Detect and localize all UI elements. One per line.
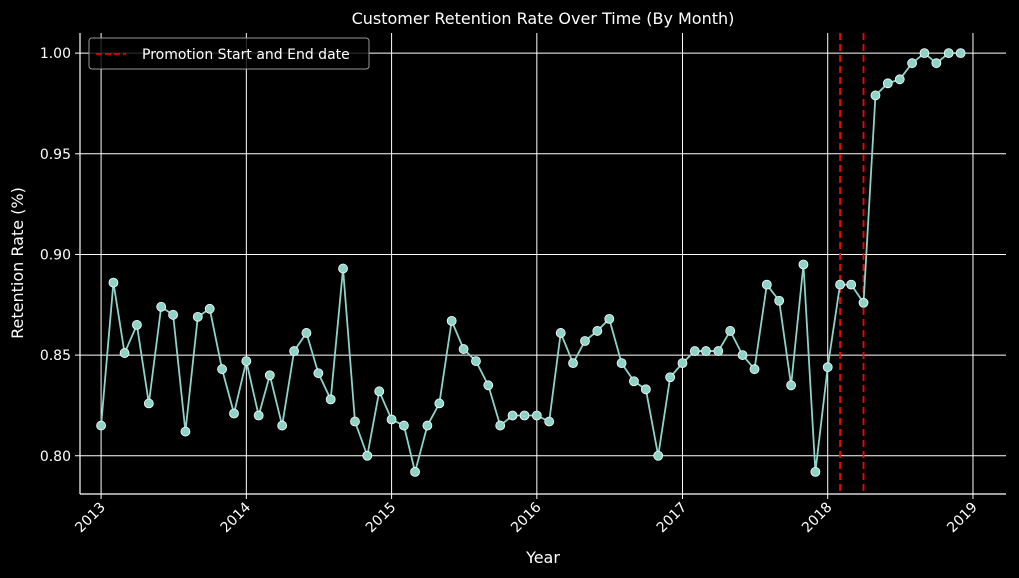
data-point — [531, 410, 542, 421]
data-point — [870, 90, 881, 101]
data-point — [701, 346, 711, 356]
data-point — [434, 398, 445, 409]
data-point — [386, 414, 397, 425]
legend: Promotion Start and End date — [88, 37, 370, 70]
data-point — [653, 450, 664, 461]
y-tick-label: 0.90 — [40, 247, 71, 263]
data-point — [338, 263, 348, 274]
data-point — [108, 277, 119, 288]
y-tick-label: 0.85 — [40, 348, 71, 364]
data-point — [241, 356, 252, 367]
data-point — [604, 313, 615, 324]
data-point — [616, 358, 627, 369]
data-point — [749, 364, 760, 375]
data-point — [495, 420, 506, 431]
data-point — [761, 279, 772, 290]
data-point — [325, 394, 336, 405]
data-point — [894, 74, 905, 85]
data-point — [555, 328, 566, 338]
data-point — [483, 380, 494, 391]
data-point — [132, 319, 142, 330]
data-point — [689, 346, 700, 356]
data-point — [737, 350, 748, 360]
data-point — [264, 370, 275, 381]
data-point — [640, 384, 651, 395]
y-tick-label: 1.00 — [40, 46, 71, 62]
data-point — [362, 450, 373, 461]
data-point — [822, 362, 833, 373]
retention-series-line — [100, 51, 961, 473]
y-tick-label: 0.95 — [40, 147, 71, 163]
data-point — [798, 259, 809, 270]
data-point — [507, 410, 518, 421]
data-point — [858, 297, 869, 308]
data-point — [846, 279, 857, 290]
data-point — [943, 48, 954, 59]
series-layer — [96, 48, 966, 477]
x-axis-label: Year — [525, 548, 560, 567]
y-tick-label: 0.80 — [40, 449, 71, 465]
data-point — [786, 380, 797, 391]
data-point — [217, 364, 227, 375]
legend-box — [88, 37, 370, 70]
data-point — [458, 344, 469, 354]
data-point — [422, 420, 433, 431]
data-point — [313, 368, 324, 379]
data-point — [580, 336, 590, 346]
data-point — [471, 356, 481, 367]
data-point — [156, 301, 167, 312]
data-point — [544, 416, 555, 427]
data-point — [629, 376, 639, 387]
data-point — [725, 326, 736, 336]
data-point — [665, 372, 676, 383]
data-point — [253, 410, 264, 421]
data-point — [919, 48, 930, 59]
axes — [75, 33, 1006, 499]
data-point — [410, 466, 420, 477]
data-point — [882, 78, 893, 89]
data-point — [446, 315, 457, 326]
data-point — [835, 279, 845, 290]
data-point — [180, 426, 191, 437]
data-point — [677, 358, 688, 369]
data-point — [229, 408, 239, 419]
data-point — [931, 58, 942, 69]
y-axis-label: Retention Rate (%) — [8, 187, 27, 339]
data-point — [399, 420, 409, 431]
data-point — [119, 348, 130, 358]
data-point — [277, 420, 288, 431]
data-point — [301, 328, 312, 338]
data-point — [143, 398, 154, 409]
data-point — [519, 410, 530, 421]
data-point — [713, 346, 724, 356]
legend-label: Promotion Start and End date — [142, 47, 350, 63]
data-point — [568, 358, 578, 369]
data-point — [192, 311, 203, 322]
data-point — [289, 346, 299, 356]
data-point — [592, 326, 603, 336]
data-point — [907, 58, 917, 69]
data-point — [350, 416, 360, 427]
data-point — [374, 386, 385, 397]
data-point — [204, 303, 215, 314]
data-point — [955, 48, 966, 59]
data-point — [96, 420, 106, 431]
chart-title: Customer Retention Rate Over Time (By Mo… — [352, 9, 735, 28]
data-point — [810, 466, 821, 477]
data-point — [168, 309, 179, 320]
data-point — [774, 295, 785, 306]
